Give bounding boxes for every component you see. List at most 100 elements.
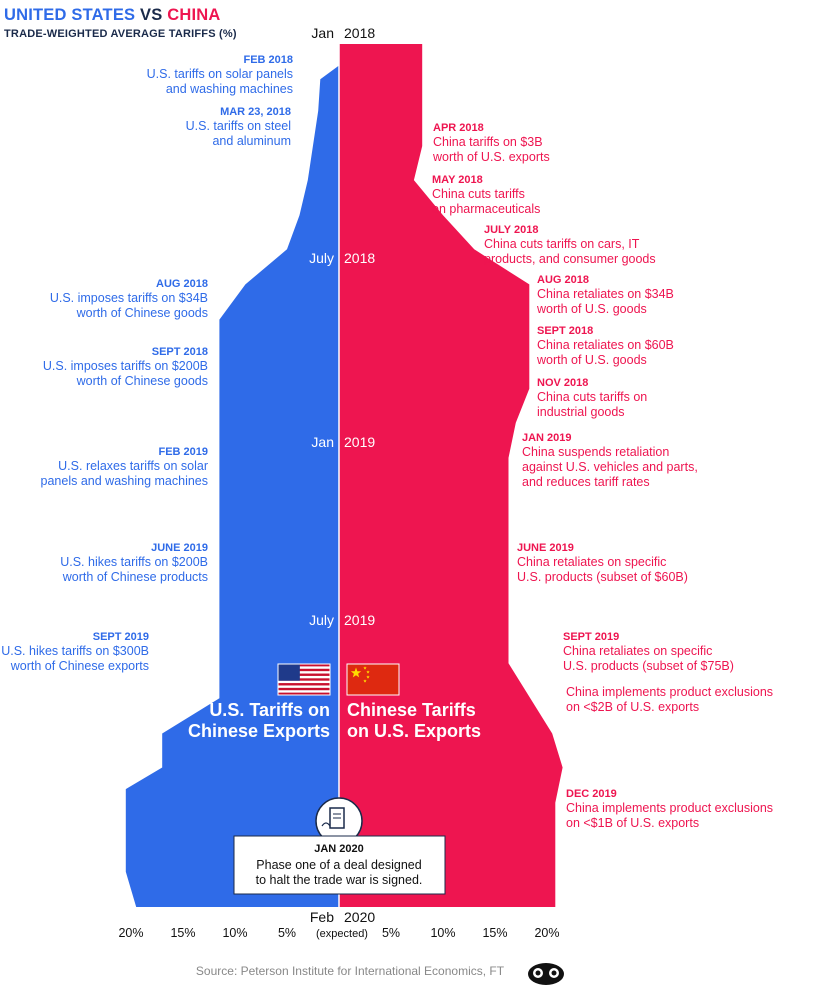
annotation-date: SEPT 2019	[93, 631, 149, 643]
us-flag-border	[277, 663, 331, 696]
time-label-year: 2018	[344, 25, 375, 41]
annotation-text: U.S. tariffs on solar panels	[147, 67, 293, 81]
annotation-text: and washing machines	[166, 82, 293, 96]
annotation-text: panels and washing machines	[41, 474, 208, 488]
publisher-logo-icon	[528, 963, 564, 985]
annotation-text: China suspends retaliation	[522, 445, 669, 459]
china-flag-small-star	[363, 679, 367, 683]
chart-subtitle: TRADE-WEIGHTED AVERAGE TARIFFS (%)	[4, 28, 237, 40]
annotation-text: U.S. hikes tariffs on $200B	[60, 555, 208, 569]
time-label-year: 2019	[344, 612, 375, 628]
annotation-date: FEB 2018	[243, 54, 293, 66]
x-tick-label: 20%	[118, 926, 143, 940]
annotation-text: China retaliates on specific	[563, 644, 712, 658]
x-tick-label: 10%	[222, 926, 247, 940]
us-flag-stripe	[278, 687, 330, 691]
annotation-date: MAR 23, 2018	[220, 106, 291, 118]
annotation-text: U.S. imposes tariffs on $34B	[50, 291, 208, 305]
annotation-text: industrial goods	[537, 405, 625, 419]
title-china: CHINA	[167, 6, 221, 24]
annotation-date: DEC 2019	[566, 788, 617, 800]
annotation-date: AUG 2018	[537, 274, 589, 286]
china-flag-small-star	[366, 670, 370, 674]
time-label-month: Feb	[310, 909, 334, 925]
annotation-date: SEPT 2018	[152, 346, 208, 358]
annotation-date: JUNE 2019	[517, 542, 574, 554]
annotation-text: on <$2B of U.S. exports	[566, 700, 699, 714]
annotation-text: U.S. hikes tariffs on $300B	[1, 644, 149, 658]
annotation-text: China retaliates on $34B	[537, 287, 674, 301]
annotation-text: worth of Chinese products	[62, 570, 208, 584]
china-series-label: Chinese Tariffs	[347, 700, 476, 720]
annotation-text: China implements product exclusions	[566, 685, 773, 699]
annotation-text: China tariffs on $3B	[433, 135, 543, 149]
annotation-text: China retaliates on $60B	[537, 338, 674, 352]
callout-box	[233, 835, 446, 895]
china-flag-small-star	[366, 675, 370, 679]
annotation-text: and aluminum	[212, 134, 291, 148]
annotation-text: U.S. relaxes tariffs on solar	[58, 459, 208, 473]
time-label-month: July	[309, 250, 334, 266]
x-tick-label: 5%	[382, 926, 400, 940]
us-flag-stripe	[278, 678, 330, 681]
callout-text: Phase one of a deal designed	[256, 858, 421, 872]
time-label-year: 2020	[344, 909, 375, 925]
x-tick-label: 20%	[534, 926, 559, 940]
annotation-date: AUG 2018	[156, 278, 208, 290]
annotation-text: products, and consumer goods	[484, 252, 656, 266]
time-label-month: Jan	[311, 434, 334, 450]
us-flag-canton	[278, 664, 300, 681]
annotation-text: China cuts tariffs on cars, IT	[484, 237, 640, 251]
annotation-text: against U.S. vehicles and parts,	[522, 460, 698, 474]
annotation-text: U.S. imposes tariffs on $200B	[43, 359, 208, 373]
us-flag-stripe	[278, 673, 330, 676]
callout-text: to halt the trade war is signed.	[256, 873, 423, 887]
china-series-label: on U.S. Exports	[347, 721, 481, 741]
annotation-date: SEPT 2019	[563, 631, 619, 643]
annotation-date: JAN 2019	[522, 432, 572, 444]
us-flag-stripe	[278, 668, 330, 672]
china-flag-big-star	[350, 667, 362, 678]
china-flag-small-star	[363, 666, 367, 670]
annotation-date: MAY 2018	[432, 174, 483, 186]
source-note: Source: Peterson Institute for Internati…	[195, 964, 505, 978]
us-series-label: U.S. Tariffs on	[209, 700, 330, 720]
annotation-text: U.S. products (subset of $75B)	[563, 659, 734, 673]
annotation-date: APR 2018	[433, 122, 484, 134]
x-tick-label: 15%	[482, 926, 507, 940]
chart-title: UNITED STATES VS CHINA	[4, 6, 221, 25]
annotation-date: SEPT 2018	[537, 325, 593, 337]
annotation-text: China implements product exclusions	[566, 801, 773, 815]
us-flag-stripe	[278, 664, 330, 667]
annotation-text: worth of U.S. goods	[536, 353, 647, 367]
annotation-text: worth of Chinese goods	[76, 374, 208, 388]
annotation-date: JUNE 2019	[151, 542, 208, 554]
annotation-text: worth of Chinese goods	[76, 306, 208, 320]
document-icon-signature	[321, 822, 331, 827]
china-flag-icon	[346, 663, 400, 696]
time-label-year: 2019	[344, 434, 375, 450]
annotation-text: and reduces tariff rates	[522, 475, 650, 489]
x-tick-label: 5%	[278, 926, 296, 940]
time-label-year: 2018	[344, 250, 375, 266]
annotation-date: FEB 2019	[158, 446, 208, 458]
annotation-text: U.S. products (subset of $60B)	[517, 570, 688, 584]
annotation-text: worth of U.S. goods	[536, 302, 647, 316]
annotation-date: JULY 2018	[484, 224, 538, 236]
us-flag-stripe	[278, 692, 330, 695]
annotation-text: U.S. tariffs on steel	[186, 119, 291, 133]
time-label-month: July	[309, 612, 334, 628]
annotation-text: China cuts tariffs on	[537, 390, 647, 404]
title-us: UNITED STATES	[4, 6, 136, 24]
annotation-text: worth of Chinese exports	[10, 659, 149, 673]
annotation-text: on <$1B of U.S. exports	[566, 816, 699, 830]
annotation-text: China cuts tariffs	[432, 187, 525, 201]
us-series-label: Chinese Exports	[188, 721, 330, 741]
x-tick-label: 10%	[430, 926, 455, 940]
time-label-month: Jan	[311, 25, 334, 41]
annotation-text: China retaliates on specific	[517, 555, 666, 569]
annotation-text: worth of U.S. exports	[432, 150, 550, 164]
callout-date: JAN 2020	[314, 843, 364, 855]
time-label-note: (expected)	[316, 928, 368, 940]
